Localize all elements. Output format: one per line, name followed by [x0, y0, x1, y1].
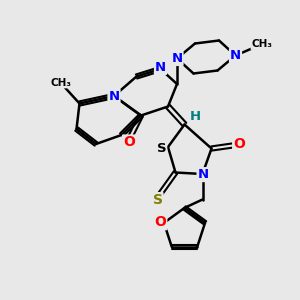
Text: N: N — [108, 89, 120, 103]
Text: N: N — [197, 168, 209, 181]
Text: O: O — [123, 136, 135, 149]
Text: O: O — [154, 215, 166, 229]
Text: CH₃: CH₃ — [51, 77, 72, 88]
Text: N: N — [230, 49, 241, 62]
Text: S: S — [152, 193, 163, 207]
Text: H: H — [189, 110, 201, 123]
Text: CH₃: CH₃ — [251, 39, 272, 49]
Text: O: O — [233, 137, 245, 151]
Text: N: N — [155, 61, 166, 74]
Text: S: S — [157, 142, 166, 155]
Text: N: N — [171, 52, 183, 65]
